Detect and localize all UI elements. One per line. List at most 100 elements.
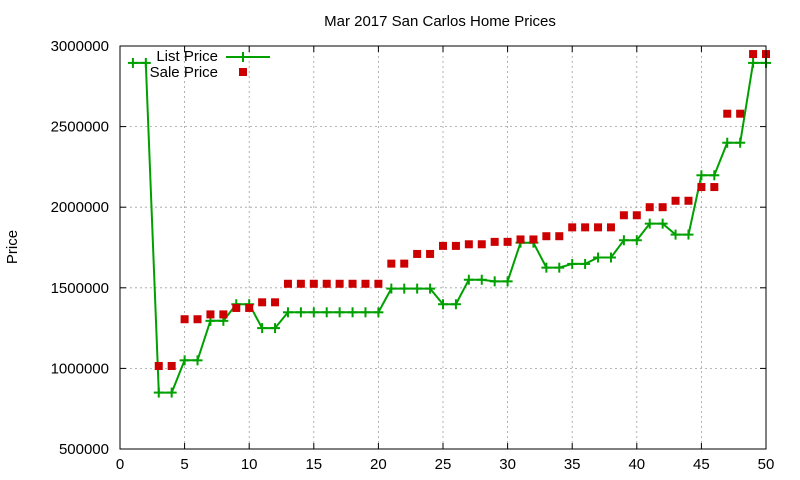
sale-price-point <box>374 279 383 288</box>
list-price-point <box>450 299 461 310</box>
list-price-point <box>554 262 565 273</box>
sale-price-point <box>723 109 732 118</box>
sale-price-point <box>245 303 254 312</box>
list-price-point <box>179 355 190 366</box>
sale-price-point <box>464 240 473 249</box>
sale-price-point <box>232 303 241 312</box>
sale-price-point <box>516 235 525 244</box>
list-price-point <box>399 283 410 294</box>
x-tick-label: 0 <box>116 456 124 473</box>
list-price-point <box>605 252 616 263</box>
sale-price-point <box>400 259 409 268</box>
list-price-point <box>631 235 642 246</box>
sale-price-point <box>180 315 189 324</box>
series-layer <box>127 50 771 398</box>
y-tick-label: 2500000 <box>51 119 109 136</box>
sale-price-point <box>671 196 680 205</box>
list-price-line <box>132 61 766 394</box>
legend-key-sale-price <box>239 68 247 76</box>
plot-frame <box>119 45 767 450</box>
legend: List Price Sale Price <box>150 48 270 81</box>
sale-price-point <box>594 223 603 232</box>
sale-price-point <box>749 50 758 59</box>
sale-price-point <box>439 241 447 250</box>
list-price-point <box>489 276 500 287</box>
sale-price-point <box>258 298 267 307</box>
list-price-point <box>580 258 591 269</box>
x-tick-label: 45 <box>693 456 710 473</box>
list-price-point <box>618 235 629 246</box>
x-tick-label: 25 <box>435 456 452 473</box>
chart-title: Mar 2017 San Carlos Home Prices <box>324 13 556 30</box>
list-price-point <box>567 258 578 269</box>
list-price-point <box>476 274 487 285</box>
list-price-point <box>722 137 733 148</box>
x-tick-label: 15 <box>305 456 322 473</box>
sale-price-point <box>568 223 577 232</box>
x-tick-label: 50 <box>758 456 775 473</box>
list-price-point <box>735 137 746 148</box>
legend-label-sale-price: Sale Price <box>150 64 218 81</box>
sale-price-point <box>206 310 215 319</box>
list-price-point <box>386 283 397 294</box>
sale-price-point <box>271 298 280 307</box>
sale-price-point <box>413 249 422 258</box>
list-price-point <box>295 307 306 318</box>
y-tick-label: 3000000 <box>51 38 109 55</box>
sale-price-point <box>710 183 719 192</box>
list-price-point <box>748 57 759 68</box>
sale-price-point <box>335 279 344 288</box>
list-price-point <box>373 307 384 318</box>
x-tick-label: 20 <box>370 456 387 473</box>
list-price-point <box>683 229 694 240</box>
sale-price-point <box>296 279 305 288</box>
sale-price-point <box>632 211 641 220</box>
sale-price-point <box>697 183 706 192</box>
list-price-point <box>412 283 423 294</box>
sale-price-point <box>503 237 512 246</box>
list-price-point <box>127 57 138 68</box>
list-price-point <box>153 387 164 398</box>
y-tick-label: 2000000 <box>51 199 109 216</box>
list-price-point <box>166 387 177 398</box>
x-tick-label: 10 <box>241 456 258 473</box>
list-price-point <box>257 323 268 334</box>
list-price-point <box>282 307 293 318</box>
sale-price-point <box>555 232 564 241</box>
sale-price-point <box>193 315 202 324</box>
list-price-point <box>425 283 436 294</box>
list-price-point <box>657 218 668 229</box>
sale-price-point <box>684 196 693 205</box>
legend-label-list-price: List Price <box>156 48 218 65</box>
list-price-point <box>347 307 358 318</box>
sale-price-point <box>154 361 163 370</box>
list-price-point <box>593 252 604 263</box>
sale-price-point <box>606 223 615 232</box>
list-price-point <box>140 57 151 68</box>
sale-price-point <box>658 203 667 212</box>
y-tick-label: 500000 <box>59 441 109 458</box>
sale-price-point <box>736 109 745 118</box>
list-price-point <box>334 307 345 318</box>
x-tick-label: 35 <box>564 456 581 473</box>
list-price-point <box>321 307 332 318</box>
sale-price-point <box>283 279 292 288</box>
sale-price-point <box>309 279 318 288</box>
list-price-point <box>360 307 371 318</box>
sale-price-point <box>529 235 538 244</box>
sale-price-point <box>387 259 396 268</box>
sale-price-point <box>477 240 486 249</box>
sale-price-point <box>426 249 435 258</box>
y-tick-label: 1000000 <box>51 360 109 377</box>
sale-price-point <box>645 203 654 212</box>
grid <box>120 46 766 449</box>
x-tick-label: 40 <box>628 456 645 473</box>
list-price-point <box>308 307 319 318</box>
list-price-point <box>541 262 552 273</box>
list-price-point <box>644 218 655 229</box>
list-price-point <box>438 299 448 310</box>
sale-price-point <box>619 211 628 220</box>
sale-price-point <box>581 223 590 232</box>
sale-price-point <box>219 310 228 319</box>
